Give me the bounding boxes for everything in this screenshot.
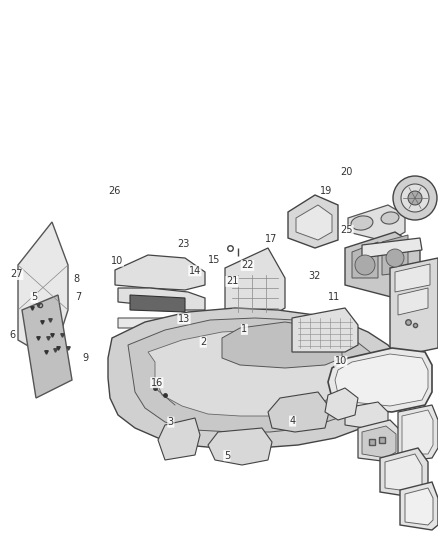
Polygon shape (400, 482, 438, 530)
Text: 21: 21 (226, 277, 238, 286)
Text: 17: 17 (265, 234, 277, 244)
Text: 14: 14 (189, 266, 201, 276)
Text: 23: 23 (177, 239, 189, 249)
Polygon shape (380, 448, 428, 498)
Text: 9: 9 (82, 353, 88, 363)
Polygon shape (108, 308, 405, 448)
Polygon shape (345, 402, 388, 430)
Polygon shape (325, 388, 358, 420)
Polygon shape (288, 195, 338, 248)
Text: 27: 27 (11, 270, 23, 279)
Polygon shape (158, 418, 200, 460)
Polygon shape (362, 426, 396, 458)
Polygon shape (345, 232, 420, 298)
Text: 11: 11 (328, 293, 340, 302)
Text: 16: 16 (151, 378, 163, 387)
Circle shape (401, 184, 429, 212)
Text: 13: 13 (178, 314, 190, 324)
Text: 4: 4 (290, 416, 296, 426)
Polygon shape (348, 205, 405, 242)
Polygon shape (358, 420, 402, 462)
Polygon shape (362, 238, 422, 258)
Polygon shape (376, 357, 395, 380)
Polygon shape (405, 488, 433, 525)
Polygon shape (18, 222, 68, 360)
Text: 15: 15 (208, 255, 221, 265)
Text: 10: 10 (111, 256, 124, 266)
Text: 2: 2 (200, 337, 206, 347)
Text: 25: 25 (341, 225, 353, 235)
Polygon shape (225, 248, 285, 318)
Text: 26: 26 (109, 186, 121, 196)
Circle shape (393, 176, 437, 220)
Text: 10: 10 (335, 357, 347, 366)
Text: 32: 32 (308, 271, 321, 281)
Text: 19: 19 (320, 186, 332, 196)
Polygon shape (398, 288, 428, 315)
Text: 1: 1 (241, 325, 247, 334)
Polygon shape (328, 348, 432, 412)
Polygon shape (372, 352, 402, 385)
Polygon shape (362, 374, 394, 400)
Ellipse shape (386, 249, 404, 267)
Polygon shape (292, 308, 358, 352)
Polygon shape (115, 255, 205, 290)
Polygon shape (22, 295, 72, 398)
Text: 22: 22 (241, 261, 254, 270)
Polygon shape (390, 258, 438, 358)
Polygon shape (335, 354, 428, 406)
Polygon shape (385, 454, 422, 492)
Text: 5: 5 (31, 293, 37, 302)
Circle shape (408, 191, 422, 205)
Polygon shape (358, 370, 400, 405)
Ellipse shape (381, 212, 399, 224)
Polygon shape (148, 330, 348, 416)
Text: 5: 5 (224, 451, 230, 461)
Polygon shape (130, 295, 185, 312)
Polygon shape (395, 264, 430, 292)
Text: 8: 8 (74, 274, 80, 284)
Polygon shape (398, 405, 438, 462)
Text: 7: 7 (75, 293, 81, 302)
Polygon shape (402, 410, 433, 454)
Text: 3: 3 (168, 417, 174, 427)
Text: 20: 20 (341, 167, 353, 176)
Polygon shape (296, 205, 332, 240)
Polygon shape (352, 242, 378, 278)
Polygon shape (118, 288, 205, 310)
Polygon shape (268, 392, 330, 432)
Ellipse shape (355, 255, 375, 275)
Polygon shape (118, 318, 215, 328)
Polygon shape (208, 428, 272, 465)
Polygon shape (128, 318, 378, 432)
Text: 6: 6 (9, 330, 15, 340)
Polygon shape (382, 235, 408, 275)
Ellipse shape (351, 216, 373, 230)
Polygon shape (222, 322, 342, 368)
